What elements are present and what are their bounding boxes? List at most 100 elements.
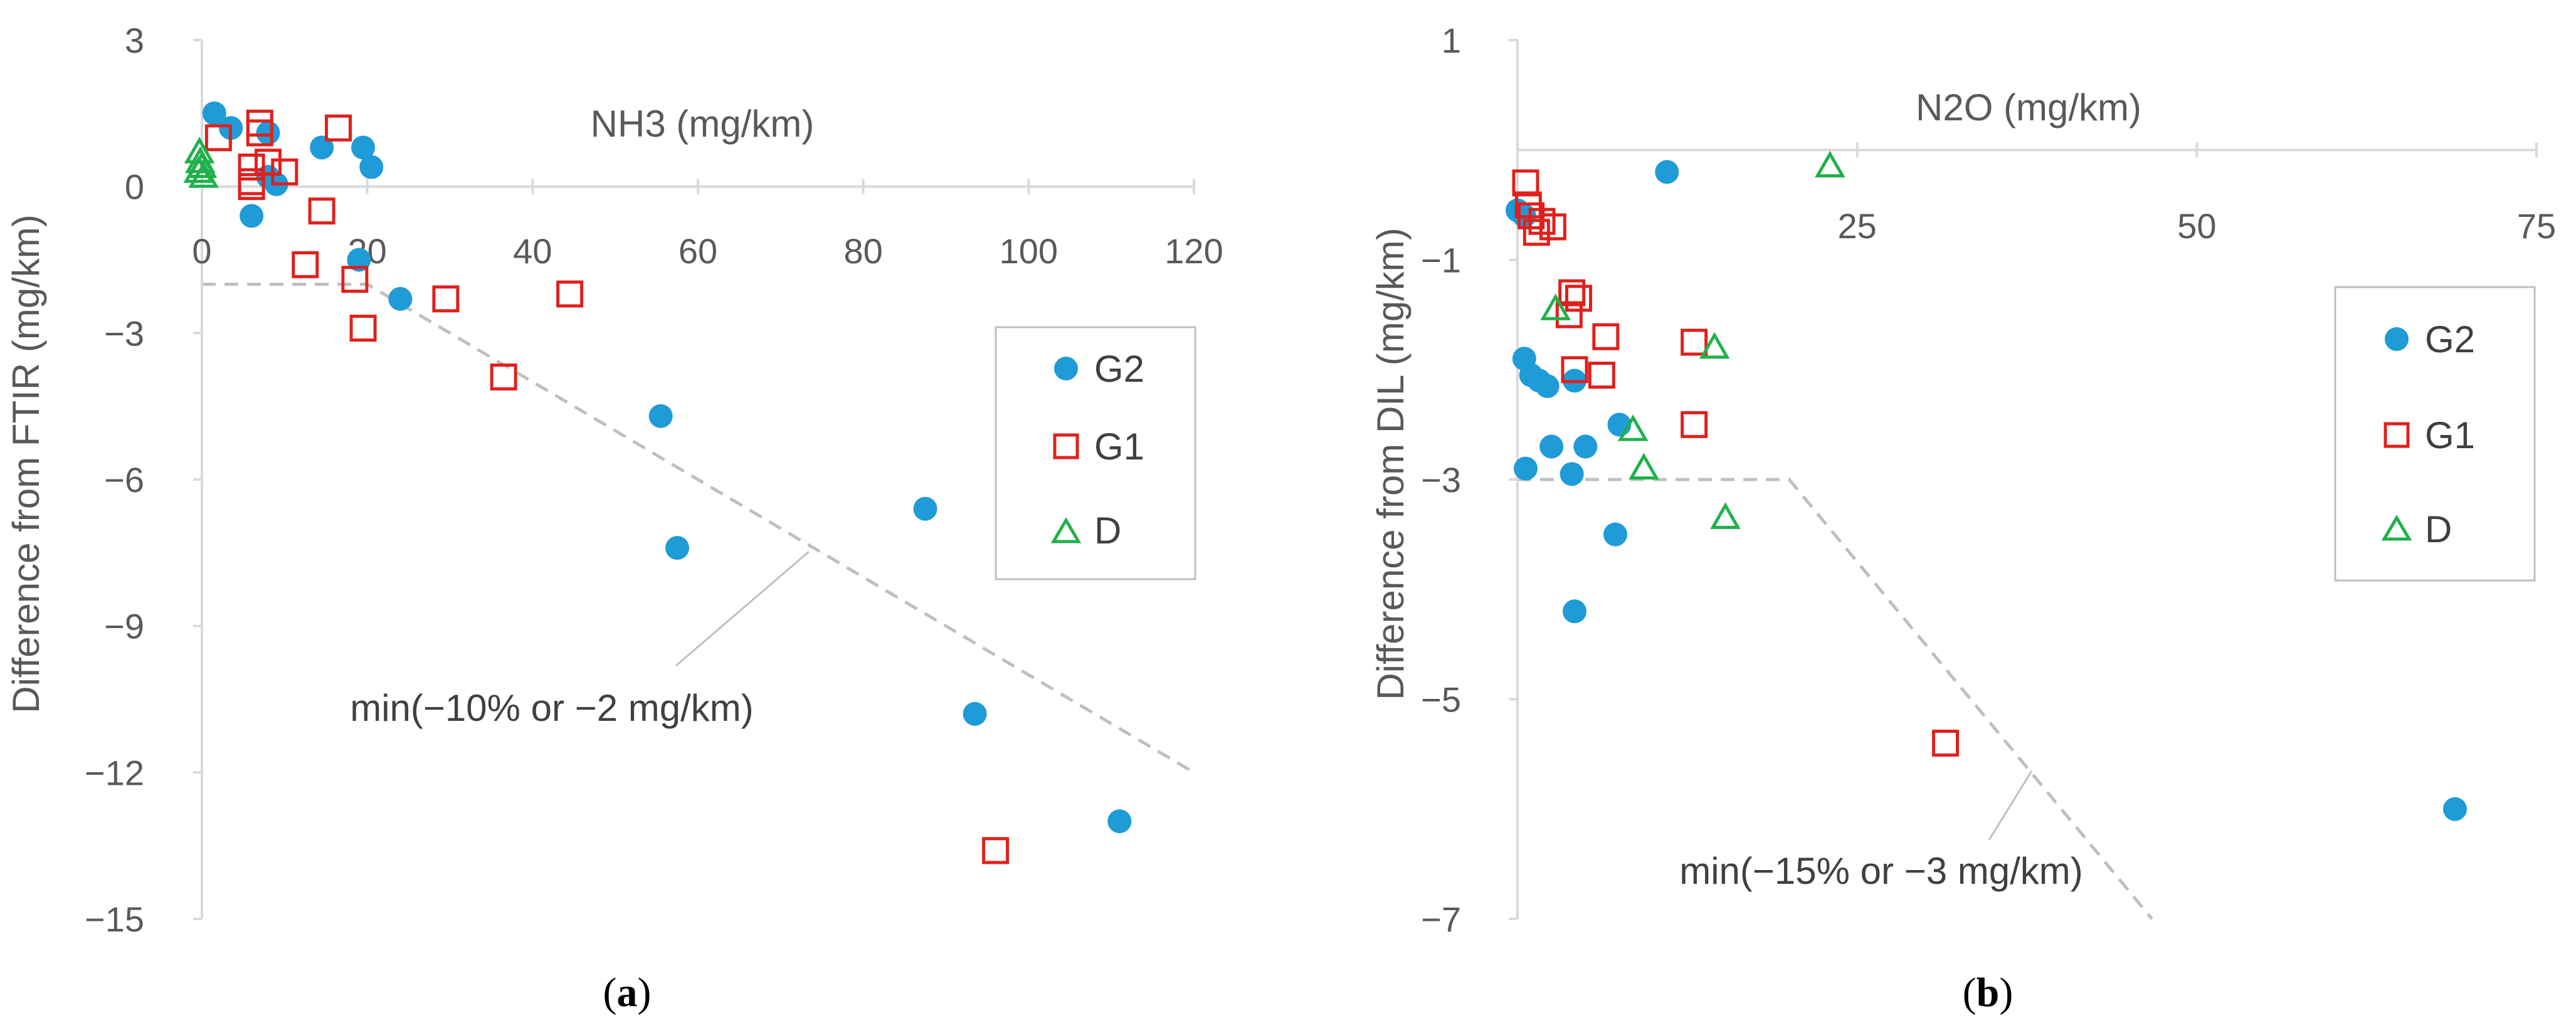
panel-b-point-g1 <box>1555 301 1583 328</box>
panel-a-point-g2 <box>963 701 987 726</box>
panel-b-legend-d-label: D <box>2425 508 2452 550</box>
panel-a-legend-g1-label: G1 <box>1094 426 1144 468</box>
panel-a-point-g2 <box>240 204 264 228</box>
panel-b-legend-g1-label: G1 <box>2425 414 2475 456</box>
panel-b-point-g2 <box>1560 462 1584 486</box>
panel-a-legend-g2-label: G2 <box>1094 348 1144 390</box>
panel-b-y-axis-title: Difference from DIL (mg/km) <box>1370 228 1412 700</box>
panel-b-point-g2 <box>1514 456 1538 481</box>
panel-a-y-tick-label: −12 <box>85 753 144 792</box>
panel-a-point-g2 <box>351 135 376 160</box>
panel-b-x-tick-label: 75 <box>2517 206 2556 246</box>
panel-b-point-d <box>1540 293 1571 320</box>
panel-a-point-g1 <box>325 114 352 142</box>
panel-a-point-g2 <box>665 536 690 560</box>
panel-a-y-tick-labels: 3 0 −3 −6 −9 −12 −15 <box>85 21 202 939</box>
panel-b-caption: (b) <box>1963 970 2014 1015</box>
panel-a-point-g2 <box>1107 809 1132 834</box>
panel-a-legend-box <box>995 326 1196 580</box>
panel-a-legend: G2 G1 D <box>995 326 1196 580</box>
panel-b-annotation-leader <box>1988 770 2033 841</box>
panel-b-point-g2 <box>1539 434 1564 459</box>
panel-b-point-g2 <box>1563 599 1586 624</box>
panel-b-y-tick-label: 1 <box>1442 21 1461 60</box>
panel-a-y-tick-label: −6 <box>104 460 144 500</box>
panel-b-point-g2 <box>1603 522 1627 547</box>
panel-b-legend-d-marker <box>2381 515 2412 541</box>
panel-b-x-tick-label: 50 <box>2177 206 2216 246</box>
panel-b-legend-g1-marker <box>2383 422 2410 448</box>
panel-b-point-g2 <box>1573 434 1598 459</box>
panel-b-point-g2 <box>2443 797 2467 821</box>
panel-a-x-tick-label: 80 <box>844 231 883 271</box>
panel-a: 0 20 40 60 80 100 120 30−3−6−9−12−15 NH3 (mg/k… <box>5 21 1223 1015</box>
panel-b-point-g1 <box>1588 362 1615 389</box>
panel-b-point-g1 <box>1681 411 1708 438</box>
panel-b-point-g2 <box>1535 374 1560 399</box>
panel-a-point-d <box>188 161 219 188</box>
panel-b-point-g1 <box>1558 279 1586 307</box>
panel-a-x-axis-title: NH3 (mg/km) <box>591 103 815 145</box>
panel-a-point-g1 <box>238 154 265 181</box>
panel-b-point-d <box>1815 150 1845 178</box>
panel-a-points <box>183 101 1132 864</box>
panel-b-x-tick-labels: 25 50 75 <box>1838 142 2556 246</box>
panel-a-point-g1 <box>982 837 1010 864</box>
panel-a-point-g2 <box>310 135 334 160</box>
panel-b-y-tick-label: −7 <box>1421 900 1461 939</box>
panel-b-point-g1 <box>1592 323 1620 350</box>
panel-b-y-tick-label: −3 <box>1421 460 1461 500</box>
panel-a-point-g1 <box>204 124 232 152</box>
panel-a-point-g2 <box>388 286 413 311</box>
panel-a-point-d <box>183 156 214 183</box>
panel-a-y-axis-title: Difference from FTIR (mg/km) <box>5 214 47 713</box>
panel-b-point-g2 <box>1655 160 1679 184</box>
panel-b-points <box>1506 150 2467 821</box>
panel-b-point-g1 <box>1565 285 1592 312</box>
panel-b-threshold-label: min(−15% or −3 mg/km) <box>1679 850 2083 892</box>
panel-a-y-tick-label: 3 <box>125 21 144 60</box>
panel-a-point-g2 <box>347 248 371 272</box>
panel-b-point-g1 <box>1512 169 1539 197</box>
panel-b-legend-box <box>2334 286 2536 582</box>
panel-b-point-d <box>1710 502 1741 529</box>
panel-a-point-g1 <box>246 119 273 147</box>
panel-a-point-g2 <box>648 404 673 428</box>
panel-b-x-tick-label: 25 <box>1838 206 1877 246</box>
panel-a-legend-d-label: D <box>1094 510 1121 552</box>
panel-a-point-g1 <box>556 280 584 308</box>
panel-a-y-tick-label: 0 <box>125 167 144 207</box>
panel-a-legend-g1-marker <box>1053 433 1079 459</box>
panel-a-point-g1 <box>238 173 265 201</box>
panel-b-threshold-line <box>1518 478 2153 920</box>
panel-a-y-tick-label: −9 <box>104 607 144 646</box>
panel-a-legend-d-marker <box>1050 517 1082 543</box>
panel-a-caption: (a) <box>603 970 652 1015</box>
panel-a-x-tick-label: 60 <box>678 231 717 271</box>
panel-b-point-g1 <box>1932 730 1959 757</box>
panel-a-point-g1 <box>292 251 319 278</box>
panel-b-point-d <box>1628 453 1659 480</box>
panel-b-point-g1 <box>1681 328 1708 356</box>
panel-a-point-g1 <box>490 363 517 391</box>
panel-a-x-tick-label: 100 <box>1000 231 1058 271</box>
panel-b-point-g1 <box>1523 219 1550 246</box>
panel-b-threshold-polyline <box>1518 478 2153 920</box>
panel-a-y-tick-label: −3 <box>104 313 144 353</box>
panel-a-point-g1 <box>349 315 377 342</box>
panel-b-point-g1 <box>1561 356 1588 384</box>
panel-a-x-tick-label: 120 <box>1164 231 1223 271</box>
panel-b-y-tick-labels: 1 −1 −3 −5 −7 <box>1421 21 1518 939</box>
panel-a-point-g2 <box>202 101 226 125</box>
panel-a-x-tick-label: 40 <box>513 231 552 271</box>
panel-a-caption-letter: a <box>617 970 638 1015</box>
panel-b-legend: G2 G1 D <box>2334 286 2536 582</box>
panel-a-y-tick-label: −15 <box>85 900 144 939</box>
panel-a-point-g2 <box>359 155 384 179</box>
panel-b-x-axis-title: N2O (mg/km) <box>1916 87 2141 128</box>
panel-a-annotation-leader <box>675 550 810 667</box>
panel-a-point-g1 <box>271 158 298 186</box>
panel-b-caption-letter: b <box>1977 970 2000 1015</box>
panel-a-x-tick-label: 0 <box>192 231 211 271</box>
